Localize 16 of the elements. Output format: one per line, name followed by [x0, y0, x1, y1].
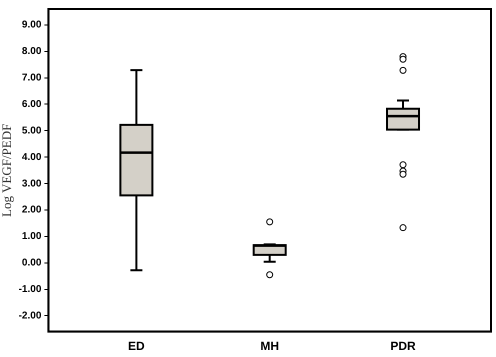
y-tick-label: 3.00: [22, 178, 42, 190]
y-axis-title: Log VEGF/PEDF: [0, 124, 14, 217]
y-tick-label: 7.00: [22, 72, 42, 84]
y-tick-label: -1.00: [18, 284, 42, 296]
y-tick-label: -2.00: [18, 310, 42, 322]
y-tick-label: 8.00: [22, 46, 42, 58]
x-tick-label: MH: [260, 339, 280, 354]
y-tick-label: 0.00: [22, 258, 42, 269]
y-tick-label: 2.00: [22, 204, 42, 216]
y-tick-label: 6.00: [22, 98, 42, 110]
x-tick-label: PDR: [390, 339, 416, 354]
y-tick-label: 9.00: [22, 20, 42, 31]
y-tick-label: 5.00: [22, 125, 42, 136]
x-tick-label: ED: [128, 339, 146, 354]
y-tick-label: 1.00: [22, 231, 42, 242]
y-tick-label: 4.00: [22, 152, 42, 163]
